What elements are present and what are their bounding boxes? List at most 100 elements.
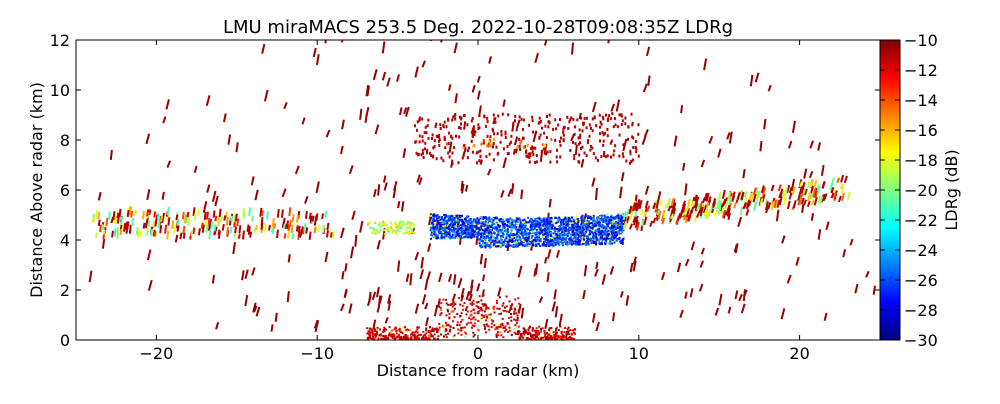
echo-streak — [643, 211, 647, 218]
echo-streak — [325, 129, 331, 138]
echo-pixel — [570, 333, 573, 336]
echo-pixel — [562, 137, 565, 141]
echo-streak — [235, 142, 239, 153]
echo-pixel — [612, 125, 615, 129]
echo-pixel — [622, 225, 625, 227]
echo-pixel — [497, 225, 500, 228]
echo-streak — [803, 199, 807, 206]
echo-pixel — [472, 225, 475, 228]
echo-pixel — [433, 216, 436, 219]
echo-pixel — [501, 244, 504, 247]
echo-pixel — [458, 225, 460, 228]
echo-pixel — [435, 157, 438, 161]
echo-pixel — [538, 136, 541, 139]
echo-pixel — [534, 337, 537, 340]
echo-streak — [759, 198, 764, 207]
y-tick-label: 4 — [60, 231, 70, 250]
echo-pixel — [557, 219, 560, 222]
echo-pixel — [561, 231, 564, 234]
y-tick-label: 2 — [60, 281, 70, 300]
echo-pixel — [508, 326, 511, 329]
echo-pixel — [435, 215, 437, 218]
echo-pixel — [440, 333, 442, 336]
echo-streak — [809, 179, 814, 188]
echo-pixel — [549, 160, 552, 164]
echo-pixel — [592, 236, 594, 238]
echo-pixel — [530, 231, 533, 234]
echo-pixel — [379, 226, 381, 229]
echo-pixel — [392, 230, 395, 233]
echo-pixel — [547, 227, 550, 230]
echo-pixel — [508, 329, 511, 332]
echo-pixel — [617, 225, 620, 228]
echo-pixel — [564, 229, 567, 232]
echo-pixel — [405, 337, 408, 340]
echo-pixel — [553, 334, 556, 336]
echo-pixel — [600, 219, 603, 222]
echo-pixel — [449, 325, 452, 328]
echo-pixel — [606, 128, 609, 131]
echo-streak — [799, 185, 803, 195]
echo-pixel — [497, 245, 500, 248]
echo-pixel — [421, 148, 424, 152]
echo-pixel — [431, 225, 434, 228]
echo-streak — [689, 288, 694, 298]
echo-pixel — [516, 230, 519, 233]
echo-pixel — [469, 224, 472, 227]
echo-pixel — [438, 299, 441, 301]
echo-pixel — [536, 220, 539, 223]
echo-streak — [109, 149, 113, 161]
echo-streak — [246, 224, 250, 232]
echo-streak — [448, 141, 453, 153]
echo-pixel — [472, 222, 475, 225]
echo-streak — [788, 140, 793, 149]
echo-pixel — [486, 134, 489, 138]
echo-pixel — [602, 225, 605, 227]
echo-pixel — [589, 231, 592, 234]
echo-pixel — [438, 322, 441, 325]
echo-pixel — [476, 219, 479, 222]
echo-pixel — [595, 230, 598, 233]
echo-pixel — [439, 218, 442, 221]
echo-streak — [775, 209, 780, 222]
echo-pixel — [489, 229, 492, 231]
echo-pixel — [548, 113, 551, 117]
echo-pixel — [440, 227, 443, 230]
echo-pixel — [430, 226, 433, 229]
echo-pixel — [464, 335, 467, 338]
echo-streak — [241, 270, 245, 281]
echo-pixel — [540, 218, 543, 221]
echo-pixel — [431, 335, 434, 338]
echo-pixel — [445, 302, 448, 305]
echo-pixel — [475, 228, 478, 231]
echo-pixel — [501, 324, 504, 327]
echo-pixel — [479, 217, 482, 220]
echo-pixel — [459, 224, 462, 227]
echo-pixel — [496, 235, 499, 238]
echo-pixel — [562, 242, 565, 245]
echo-pixel — [528, 326, 531, 329]
echo-pixel — [468, 298, 471, 301]
echo-pixel — [443, 335, 445, 338]
echo-pixel — [430, 217, 433, 219]
echo-pixel — [550, 337, 553, 340]
echo-streak — [684, 183, 688, 196]
echo-pixel — [406, 335, 409, 338]
echo-pixel — [469, 236, 472, 239]
echo-pixel — [566, 328, 569, 330]
echo-pixel — [591, 227, 594, 229]
echo-pixel — [601, 131, 604, 135]
echo-pixel — [559, 232, 561, 235]
echo-pixel — [440, 156, 443, 160]
echo-pixel — [515, 243, 518, 246]
echo-pixel — [481, 223, 484, 226]
echo-pixel — [511, 239, 514, 242]
echo-pixel — [493, 311, 496, 314]
echo-pixel — [531, 150, 534, 154]
echo-pixel — [458, 297, 460, 299]
echo-pixel — [487, 222, 490, 225]
echo-pixel — [456, 230, 459, 233]
echo-pixel — [454, 234, 457, 237]
echo-pixel — [472, 331, 475, 334]
echo-pixel — [512, 244, 515, 247]
